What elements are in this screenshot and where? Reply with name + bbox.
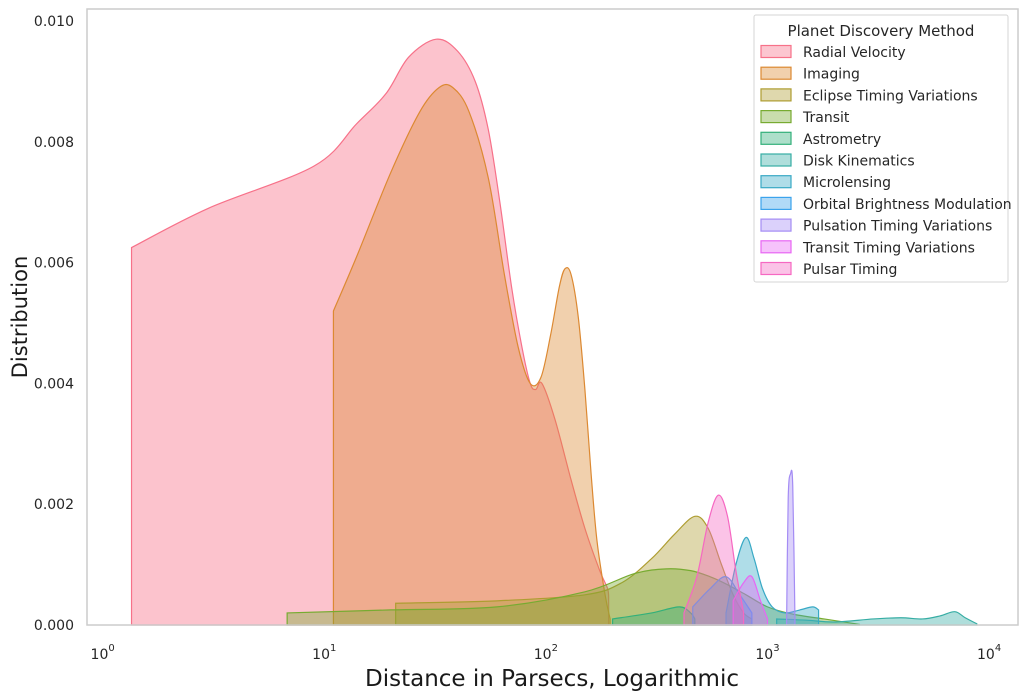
plot-frame — [86, 8, 1019, 626]
y-tick-label: 0.002 — [34, 497, 74, 513]
legend-swatch-imaging — [760, 66, 792, 80]
legend-label-microlensing: Microlensing — [803, 175, 891, 191]
x-tick-label: 104 — [977, 643, 1001, 663]
legend-label-orbital-brightness-modulation: Orbital Brightness Modulation — [803, 197, 1012, 213]
legend-label-astrometry: Astrometry — [803, 132, 881, 148]
x-tick-label: 102 — [534, 643, 558, 663]
x-axis-title: Distance in Parsecs, Logarithmic — [365, 666, 739, 692]
y-tick-label: 0.004 — [34, 376, 74, 392]
legend-swatch-pulsar-timing — [760, 261, 792, 276]
legend-swatch-eclipse-timing-variations — [760, 88, 792, 102]
series-area-imaging — [332, 83, 611, 626]
legend: Planet Discovery Method Radial Velocity I… — [753, 14, 1012, 283]
x-tick-label: 103 — [755, 643, 779, 663]
legend-swatch-astrometry — [760, 131, 792, 145]
legend-swatch-radial-velocity — [760, 44, 792, 59]
legend-swatch-disk-kinematics — [760, 153, 792, 167]
legend-label-eclipse-timing-variations: Eclipse Timing Variations — [803, 88, 978, 104]
legend-items: Radial Velocity Imaging Eclipse Timing Var… — [760, 44, 1012, 278]
y-tick-label: 0.010 — [34, 14, 74, 30]
series-layer — [130, 38, 978, 626]
legend-box — [753, 14, 1009, 283]
series-area-microlensing — [725, 536, 820, 626]
y-tick-label: 0.006 — [34, 256, 74, 272]
legend-label-pulsation-timing-variations: Pulsation Timing Variations — [803, 219, 992, 235]
series-area-orbital-brightness-modulation — [692, 576, 753, 626]
x-tick-label: 100 — [91, 643, 115, 663]
legend-swatch-transit-timing-variations — [760, 240, 792, 254]
legend-label-disk-kinematics: Disk Kinematics — [803, 154, 915, 170]
legend-title: Planet Discovery Method — [788, 22, 975, 40]
legend-label-pulsar-timing: Pulsar Timing — [803, 262, 897, 278]
x-axis-ticks: 100 101 102 103 104 — [91, 643, 1002, 663]
legend-label-imaging: Imaging — [803, 67, 860, 83]
y-tick-label: 0.000 — [34, 618, 74, 634]
legend-swatch-pulsation-timing-variations — [760, 218, 792, 232]
legend-swatch-transit — [760, 109, 792, 124]
legend-swatch-microlensing — [760, 175, 792, 189]
y-axis-ticks: 0.000 0.002 0.004 0.006 0.008 0.010 — [34, 14, 74, 634]
series-area-pulsar-timing — [683, 494, 745, 626]
legend-swatch-orbital-brightness-modulation — [760, 196, 792, 210]
legend-label-transit: Transit — [802, 110, 850, 126]
series-area-pulsation-timing-variations — [786, 469, 796, 626]
legend-label-transit-timing-variations: Transit Timing Variations — [802, 240, 975, 256]
x-tick-label: 101 — [312, 643, 336, 663]
legend-label-radial-velocity: Radial Velocity — [803, 45, 906, 61]
y-axis-title: Distribution — [8, 256, 32, 379]
y-tick-label: 0.008 — [34, 135, 74, 151]
